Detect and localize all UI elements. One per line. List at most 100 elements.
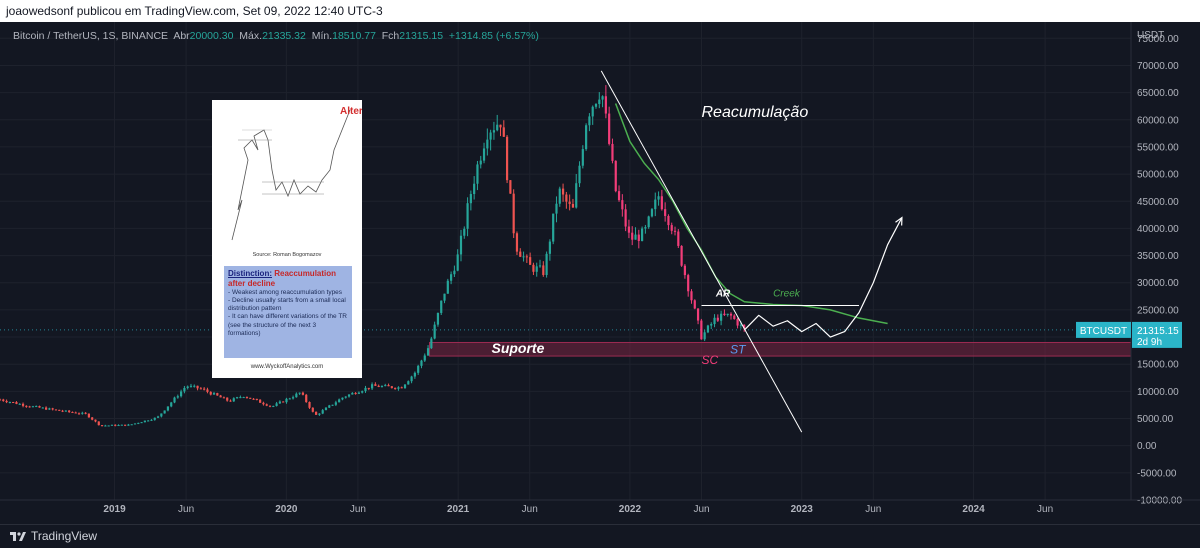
candle-body <box>561 188 565 195</box>
candle-body <box>545 253 548 275</box>
candle-body <box>249 397 252 399</box>
candle-body <box>575 183 578 208</box>
candle-body <box>272 405 275 407</box>
publisher-bar: joaowedsonf publicou em TradingView.com,… <box>0 0 1200 22</box>
downtrend-line <box>600 70 803 433</box>
candle-body <box>35 406 38 408</box>
low-label: Mín. <box>311 30 333 42</box>
candle-body <box>203 388 206 390</box>
inset-heading-a: Distinction: <box>228 269 272 278</box>
candle-body <box>87 413 91 418</box>
candle-body <box>361 391 364 393</box>
candle-body <box>525 256 528 258</box>
candle-body <box>364 387 367 392</box>
candle-body <box>377 385 380 387</box>
price-tick-label: 35000.00 <box>1137 251 1179 262</box>
candle-body <box>298 392 301 394</box>
candle-body <box>640 228 644 241</box>
candle-body <box>466 203 469 229</box>
candle-body <box>568 201 571 204</box>
candle-body <box>0 399 2 401</box>
price-tick-label: 65000.00 <box>1137 88 1179 99</box>
candle-body <box>469 194 472 204</box>
chart-area[interactable] <box>0 22 1200 524</box>
candle-body <box>637 234 640 241</box>
price-tick-label: 25000.00 <box>1137 305 1179 316</box>
open-label: Abr <box>173 30 190 42</box>
inset-alter-text: Alter <box>340 106 362 117</box>
candle-body <box>156 416 160 418</box>
candle-body <box>476 164 479 184</box>
candle-body <box>324 407 328 411</box>
candle-body <box>739 324 742 326</box>
candle-body <box>492 130 496 133</box>
candle-body <box>344 396 347 398</box>
candle-body <box>384 385 387 387</box>
candle-body <box>64 410 67 412</box>
candle-body <box>479 160 482 165</box>
candle-body <box>733 315 736 320</box>
candle-body <box>370 384 374 389</box>
candle-body <box>84 412 87 414</box>
price-tick-label: 45000.00 <box>1137 197 1179 208</box>
candle-body <box>226 397 229 401</box>
candle-body <box>91 417 94 420</box>
candle-body <box>222 397 226 399</box>
candle-body <box>133 423 137 425</box>
candle-body <box>252 398 255 400</box>
candle-body <box>581 149 584 166</box>
candle-body <box>367 387 370 389</box>
candle-body <box>77 413 81 415</box>
candle-body <box>657 196 660 200</box>
candle-body <box>216 393 219 396</box>
candle-body <box>683 265 686 276</box>
candle-body <box>235 397 239 399</box>
price-chart[interactable]: Reacumulação AR Creek SC ST Suporte USDT75000.… <box>0 0 1200 524</box>
candle-body <box>621 200 624 210</box>
candle-body <box>268 405 272 407</box>
candle-body <box>232 398 235 402</box>
candle-body <box>486 139 489 149</box>
price-tick-label: 40000.00 <box>1137 224 1179 235</box>
candle-body <box>12 401 15 403</box>
candle-body <box>542 265 545 275</box>
candle-body <box>664 209 667 216</box>
brand-text: TradingView <box>31 529 98 543</box>
candle-body <box>459 235 463 255</box>
candle-body <box>687 275 690 292</box>
candle-body <box>255 398 258 400</box>
candle-body <box>723 313 726 316</box>
candle-body <box>104 425 107 427</box>
candle-body <box>700 320 703 340</box>
tradingview-brand[interactable]: TradingView <box>10 529 97 543</box>
candle-body <box>532 264 535 272</box>
candle-body <box>315 411 318 415</box>
candle-body <box>677 231 680 246</box>
tradingview-logo-icon <box>10 532 26 541</box>
candle-body <box>430 338 433 349</box>
candle-body <box>743 324 746 329</box>
candle-body <box>634 234 637 240</box>
candle-body <box>8 401 11 403</box>
candle-body <box>627 226 631 233</box>
candle-body <box>153 417 156 420</box>
candle-body <box>680 245 683 266</box>
moving-average-line <box>614 103 888 325</box>
candle-body <box>650 209 654 217</box>
symbol-legend: Bitcoin / TetherUS, 1S, BINANCE Abr20000… <box>13 30 539 42</box>
candle-body <box>436 312 440 325</box>
annotation-st: ST <box>730 342 747 356</box>
candle-body <box>502 127 505 137</box>
candle-body <box>351 392 354 395</box>
price-tick-label: -5000.00 <box>1137 468 1177 479</box>
candle-body <box>644 227 647 229</box>
candle-body <box>571 203 575 208</box>
candle-body <box>417 365 420 373</box>
annotation-sc: SC <box>702 353 719 367</box>
candle-body <box>555 203 558 214</box>
time-tick-label: Jun <box>522 504 538 515</box>
candle-body <box>147 420 150 422</box>
price-tag-value: 21315.15 <box>1137 326 1179 337</box>
candle-body <box>94 419 97 422</box>
candle-body <box>245 397 249 399</box>
